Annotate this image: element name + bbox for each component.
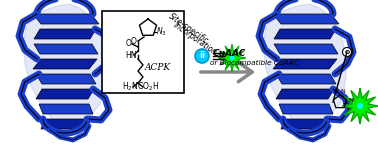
Text: CuAAC: CuAAC	[213, 49, 246, 58]
Circle shape	[229, 56, 234, 61]
Bar	[102, 11, 184, 93]
Polygon shape	[276, 74, 336, 84]
Polygon shape	[342, 88, 378, 124]
Polygon shape	[34, 44, 98, 54]
Text: CO$_2$H: CO$_2$H	[137, 81, 159, 93]
Text: or Biocompatible CuAAC: or Biocompatible CuAAC	[210, 60, 299, 66]
Text: N: N	[341, 89, 345, 94]
Polygon shape	[36, 74, 96, 84]
Text: $N_3$: $N_3$	[156, 26, 167, 38]
Text: H$_2$N: H$_2$N	[122, 81, 138, 93]
Polygon shape	[33, 59, 97, 69]
Text: O: O	[104, 49, 110, 54]
Circle shape	[147, 29, 163, 44]
Polygon shape	[218, 44, 246, 72]
Polygon shape	[41, 119, 91, 129]
Text: N: N	[348, 98, 353, 102]
Polygon shape	[274, 29, 336, 39]
Polygon shape	[281, 119, 331, 129]
Polygon shape	[33, 14, 99, 24]
Text: i: i	[153, 31, 157, 41]
Polygon shape	[273, 14, 339, 24]
Polygon shape	[263, 4, 347, 126]
Circle shape	[102, 47, 112, 56]
Text: O: O	[131, 37, 137, 46]
Text: N: N	[334, 89, 338, 94]
Text: O: O	[344, 49, 350, 54]
Text: HN: HN	[125, 51, 137, 59]
Circle shape	[195, 49, 209, 63]
Polygon shape	[34, 29, 96, 39]
Polygon shape	[23, 4, 107, 126]
Polygon shape	[274, 44, 338, 54]
Polygon shape	[36, 89, 94, 99]
Circle shape	[342, 47, 352, 56]
Circle shape	[357, 103, 363, 109]
FancyArrowPatch shape	[201, 62, 252, 82]
Text: ii: ii	[199, 51, 205, 61]
Polygon shape	[39, 104, 93, 114]
Polygon shape	[273, 59, 337, 69]
Polygon shape	[276, 89, 334, 99]
Polygon shape	[279, 104, 333, 114]
Text: O: O	[126, 39, 132, 47]
Text: ACPK: ACPK	[145, 63, 171, 71]
FancyArrowPatch shape	[137, 46, 167, 73]
Text: Incorporation: Incorporation	[172, 21, 219, 57]
Text: Site-specific: Site-specific	[167, 12, 210, 46]
